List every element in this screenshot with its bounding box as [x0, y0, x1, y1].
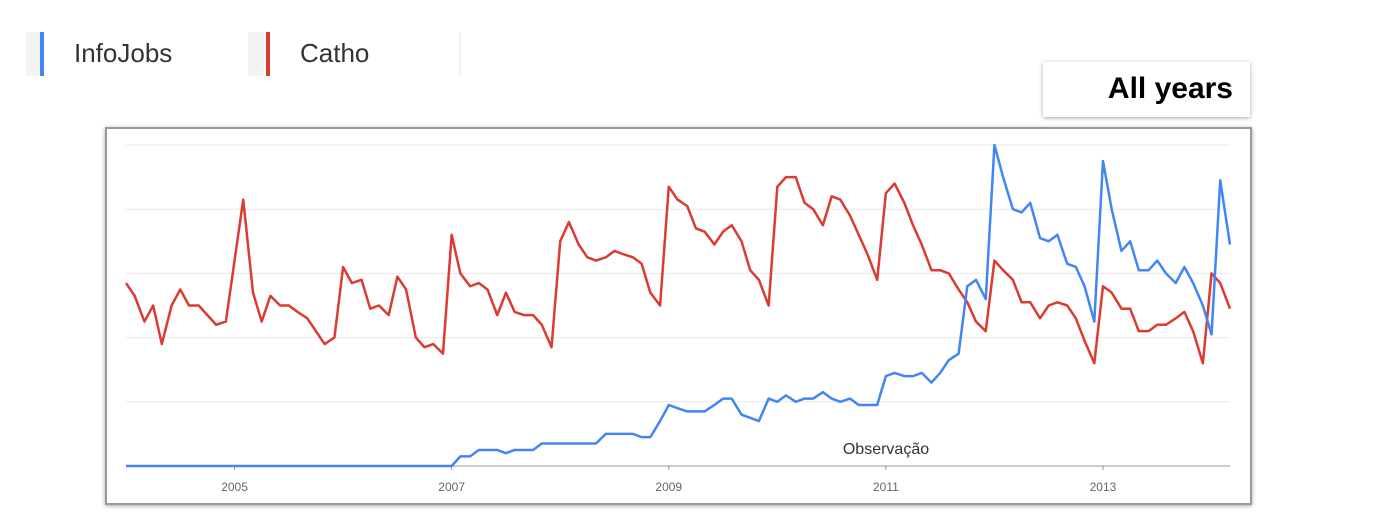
legend: InfoJobs Catho: [40, 32, 369, 76]
legend-swatch: [266, 32, 270, 76]
plot: 2005 2007 2009 2011 2013 Observação: [124, 143, 1232, 494]
series-line: [124, 175, 1232, 365]
x-tick-label: 2005: [221, 480, 248, 494]
legend-bg: [26, 32, 42, 76]
x-tick-label: 2007: [438, 480, 465, 494]
range-button-label[interactable]: All years: [1108, 72, 1233, 105]
annotation: Observação: [843, 441, 929, 458]
x-tick-label: 2009: [655, 480, 682, 494]
legend-bg: [248, 32, 264, 76]
legend-swatch: [40, 32, 44, 76]
series-line: [126, 143, 1232, 468]
x-tick-label: 2013: [1090, 480, 1117, 494]
range-button[interactable]: [1043, 62, 1250, 117]
legend-label: Catho: [300, 38, 369, 68]
legend-label: InfoJobs: [74, 38, 172, 68]
chart-frame: [105, 127, 1252, 505]
x-tick-label: 2011: [873, 480, 899, 494]
